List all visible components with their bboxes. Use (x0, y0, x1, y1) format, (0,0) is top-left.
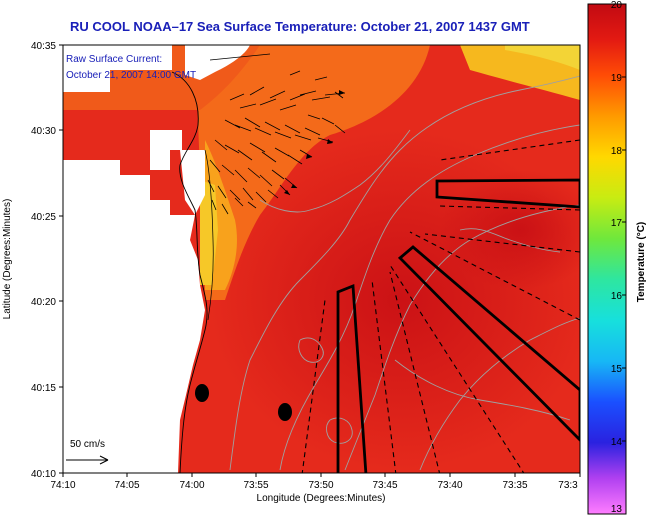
sst-ne-coolest (505, 45, 580, 70)
colorbar-scale (587, 3, 627, 515)
land-new-jersey (63, 160, 205, 473)
x-tick-label: 74:00 (179, 480, 204, 491)
colorbar-tick-label: 14 (611, 437, 623, 448)
y-tick-label: 40:10 (31, 469, 56, 480)
x-tick-label: 74:05 (114, 480, 139, 491)
x-tick-label: 73:3 (558, 480, 578, 491)
long-island-shore (209, 53, 271, 61)
colorbar-tick-label: 19 (611, 73, 623, 84)
current-arrowheads (284, 90, 345, 195)
transect-boxes (336, 178, 580, 473)
barrier-island (204, 149, 214, 321)
map-area: Raw Surface Current: October 21, 2007 14… (63, 45, 580, 473)
map-title: RU COOL NOAA–17 Sea Surface Temperature:… (70, 19, 530, 34)
y-tick-label: 40:15 (31, 383, 56, 394)
y-tick-label: 40:35 (31, 41, 56, 52)
no-data-nw (63, 45, 172, 92)
colorbar: 20 19 18 17 16 15 14 13 Temperature (°C) (587, 0, 647, 515)
station-marker-2 (278, 403, 292, 421)
colorbar-tick-label: 15 (611, 364, 623, 375)
sst-warm-east (440, 170, 580, 290)
x-tick-label: 73:35 (502, 480, 527, 491)
bathymetry-contours (229, 75, 580, 471)
overlay-line-1: Raw Surface Current: (66, 54, 162, 65)
y-axis-label: Latitude (Degrees:Minutes) (2, 199, 13, 320)
colorbar-tick-label: 17 (611, 218, 623, 229)
sst-cool-band (63, 45, 430, 300)
y-tick-label: 40:30 (31, 126, 56, 137)
y-tick-label: 40:25 (31, 212, 56, 223)
x-tick-label: 73:40 (437, 480, 462, 491)
x-tick-labels: 74:10 74:05 74:00 73:55 73:50 73:45 73:4… (50, 480, 578, 491)
scale-arrow-head (99, 455, 109, 465)
scale-arrow-label: 50 cm/s (70, 439, 105, 450)
coastline (171, 71, 208, 473)
y-tick-label: 40:20 (31, 297, 56, 308)
x-tick-label: 73:50 (308, 480, 333, 491)
colorbar-tick-label: 18 (611, 146, 623, 157)
x-tick-label: 73:45 (372, 480, 397, 491)
radial-dashed-lines (301, 139, 580, 473)
x-tick-label: 74:10 (50, 480, 75, 491)
station-marker-1 (195, 384, 209, 402)
colorbar-tick-marks (622, 3, 626, 515)
y-tick-labels: 40:35 40:30 40:25 40:20 40:15 40:10 (31, 41, 56, 480)
axis-tick-marks (59, 44, 581, 477)
colorbar-tick-label: 13 (611, 504, 623, 515)
x-tick-label: 73:55 (243, 480, 268, 491)
x-axis-label: Longitude (Degrees:Minutes) (257, 493, 386, 504)
land-north (185, 45, 250, 80)
colorbar-tick-label: 16 (611, 291, 623, 302)
colorbar-label: Temperature (°C) (636, 222, 647, 303)
colorbar-tick-label: 20 (611, 0, 623, 11)
overlay-line-2: October 21, 2007 14:00 GMT (66, 70, 196, 81)
no-data-patch (150, 130, 182, 170)
no-data-inlet (180, 150, 205, 215)
